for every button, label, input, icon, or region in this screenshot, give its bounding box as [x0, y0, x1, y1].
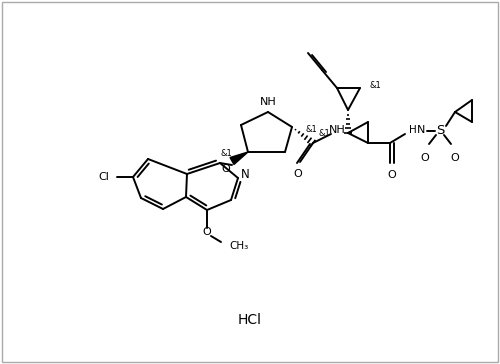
Text: S: S: [436, 123, 444, 136]
Text: CH₃: CH₃: [229, 241, 248, 251]
Text: N: N: [417, 125, 425, 135]
Text: NH: NH: [260, 97, 276, 107]
Text: Cl: Cl: [98, 172, 109, 182]
Text: &1: &1: [306, 124, 318, 134]
Text: O: O: [202, 227, 211, 237]
Text: O: O: [222, 164, 230, 174]
Text: O: O: [294, 169, 302, 179]
Text: O: O: [420, 153, 430, 163]
Text: N: N: [240, 167, 250, 181]
Text: H: H: [409, 125, 417, 135]
Text: &1: &1: [318, 128, 330, 138]
Polygon shape: [230, 152, 248, 165]
Text: O: O: [450, 153, 460, 163]
Text: &1: &1: [220, 150, 232, 158]
Text: &1: &1: [370, 82, 382, 91]
Text: HCl: HCl: [238, 313, 262, 327]
Text: O: O: [388, 170, 396, 180]
Text: NH: NH: [328, 125, 345, 135]
